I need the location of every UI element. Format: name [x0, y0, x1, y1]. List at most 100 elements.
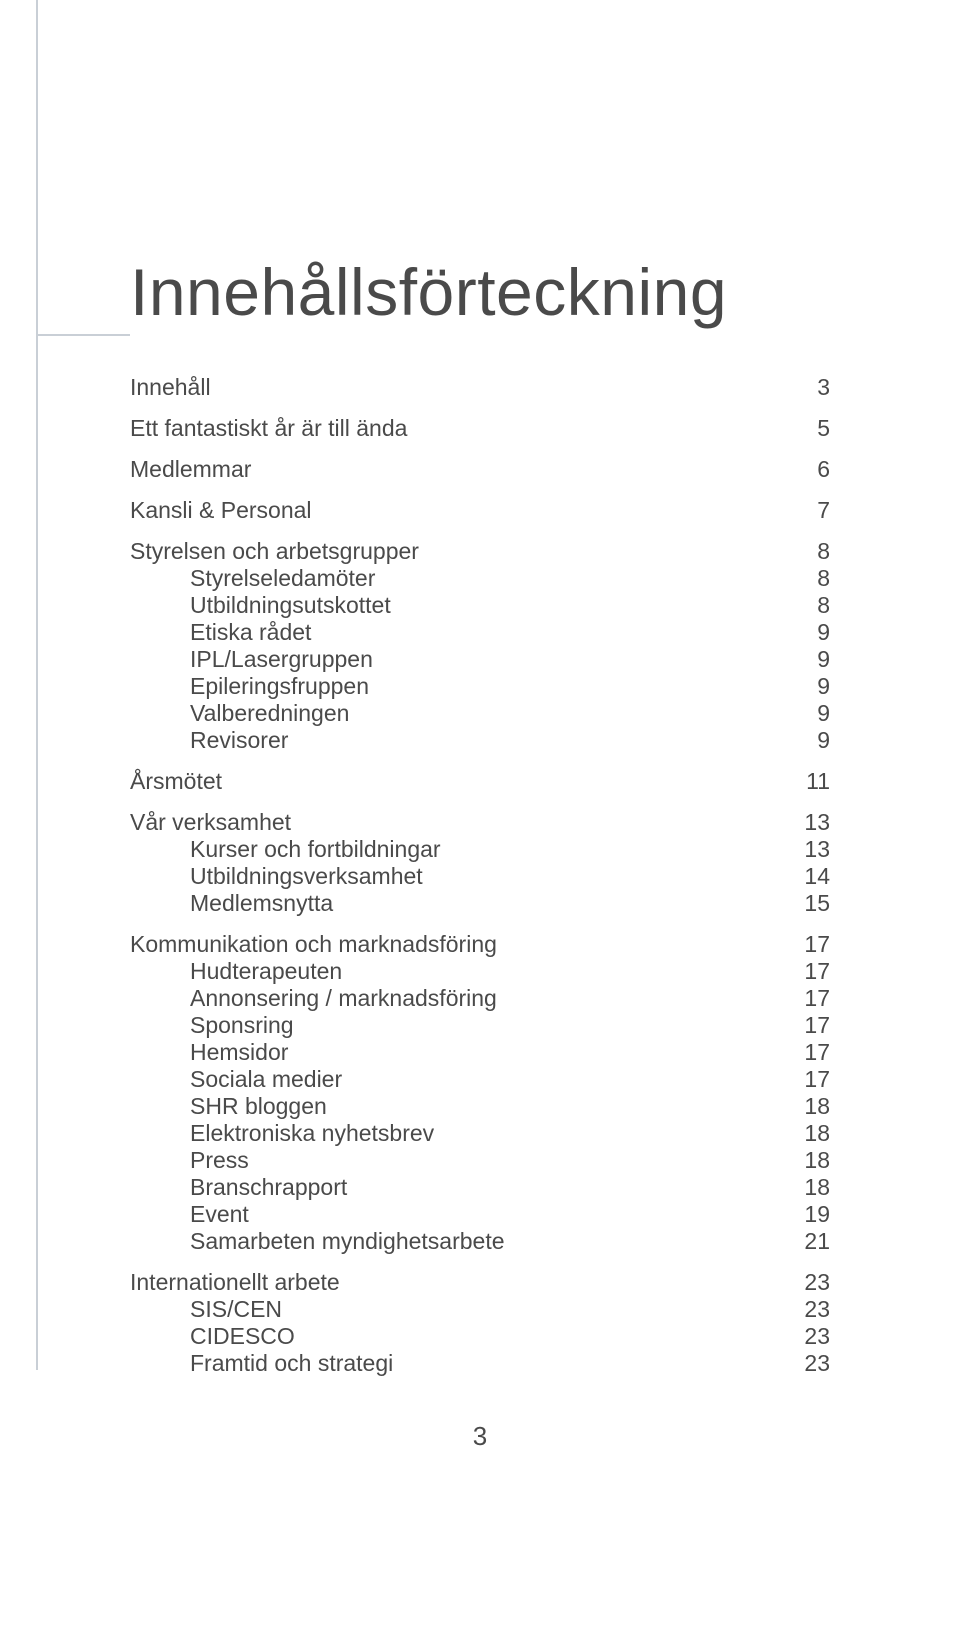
toc-page-number: 8 [790, 594, 830, 617]
toc-row: Utbildningsverksamhet 14 [130, 865, 830, 888]
page: Innehållsförteckning Innehåll 3 Ett fantas… [0, 0, 960, 1638]
toc-page-number: 18 [790, 1122, 830, 1145]
toc-page-number: 17 [790, 1068, 830, 1091]
table-of-contents: Innehåll 3 Ett fantastiskt år är till ända… [130, 376, 830, 1379]
toc-row: Event 19 [130, 1203, 830, 1226]
toc-page-number: 8 [790, 540, 830, 563]
toc-row: IPL/Lasergruppen 9 [130, 648, 830, 671]
toc-row: Medlemmar 6 [130, 458, 830, 481]
toc-page-number: 23 [790, 1271, 830, 1294]
toc-row: Kansli & Personal 7 [130, 499, 830, 522]
toc-page-number: 17 [790, 1041, 830, 1064]
toc-label: Branschrapport [130, 1176, 347, 1199]
toc-label: Utbildningsutskottet [130, 594, 391, 617]
toc-row: Kommunikation och marknadsföring 17 [130, 933, 830, 956]
toc-label: Internationellt arbete [130, 1271, 340, 1294]
toc-label: Kansli & Personal [130, 499, 312, 522]
toc-page-number: 17 [790, 1014, 830, 1037]
toc-label: Årsmötet [130, 770, 222, 793]
toc-page-number: 18 [790, 1149, 830, 1172]
toc-page-number: 15 [790, 892, 830, 915]
toc-page-number: 17 [790, 987, 830, 1010]
toc-label: Valberedningen [130, 702, 349, 725]
toc-row: Årsmötet 11 [130, 770, 830, 793]
toc-label: Sociala medier [130, 1068, 342, 1091]
toc-label: Press [130, 1149, 249, 1172]
toc-row: Framtid och strategi 23 [130, 1352, 830, 1375]
toc-row: Vår verksamhet 13 [130, 811, 830, 834]
toc-page-number: 7 [790, 499, 830, 522]
toc-label: Sponsring [130, 1014, 294, 1037]
toc-label: Styrelseledamöter [130, 567, 375, 590]
toc-label: IPL/Lasergruppen [130, 648, 373, 671]
toc-page-number: 21 [790, 1230, 830, 1253]
toc-page-number: 19 [790, 1203, 830, 1226]
toc-label: CIDESCO [130, 1325, 295, 1348]
toc-label: Medlemsnytta [130, 892, 333, 915]
toc-label: Utbildningsverksamhet [130, 865, 423, 888]
toc-row: Utbildningsutskottet 8 [130, 594, 830, 617]
toc-label: Event [130, 1203, 249, 1226]
toc-row: Sponsring 17 [130, 1014, 830, 1037]
toc-page-number: 14 [790, 865, 830, 888]
toc-label: Ett fantastiskt år är till ända [130, 417, 407, 440]
toc-page-number: 9 [790, 702, 830, 725]
toc-page-number: 9 [790, 648, 830, 671]
toc-row: Medlemsnytta 15 [130, 892, 830, 915]
toc-row: Kurser och fortbildningar 13 [130, 838, 830, 861]
page-title: Innehållsförteckning [130, 254, 727, 330]
toc-row: Etiska rådet 9 [130, 621, 830, 644]
toc-row: Epileringsfruppen9 [130, 675, 830, 698]
toc-label: Medlemmar [130, 458, 251, 481]
toc-page-number: 13 [790, 811, 830, 834]
toc-row: Branschrapport 18 [130, 1176, 830, 1199]
horizontal-rule [36, 334, 130, 336]
vertical-rule [36, 0, 38, 1370]
toc-page-number: 9 [790, 729, 830, 752]
toc-page-number: 5 [790, 417, 830, 440]
toc-page-number: 3 [790, 376, 830, 399]
toc-row: Hemsidor17 [130, 1041, 830, 1064]
toc-label: Annonsering / marknadsföring [130, 987, 497, 1010]
toc-row: Sociala medier 17 [130, 1068, 830, 1091]
toc-row: Internationellt arbete 23 [130, 1271, 830, 1294]
page-number: 3 [0, 1421, 960, 1452]
toc-page-number: 13 [790, 838, 830, 861]
toc-label: Innehåll [130, 376, 211, 399]
toc-page-number: 8 [790, 567, 830, 590]
toc-label: SHR bloggen [130, 1095, 327, 1118]
toc-label: Vår verksamhet [130, 811, 291, 834]
toc-row: Press 18 [130, 1149, 830, 1172]
toc-label: Etiska rådet [130, 621, 311, 644]
toc-page-number: 9 [790, 621, 830, 644]
toc-page-number: 17 [790, 960, 830, 983]
toc-row: Styrelseledamöter 8 [130, 567, 830, 590]
toc-page-number: 18 [790, 1095, 830, 1118]
toc-label: Framtid och strategi [130, 1352, 393, 1375]
toc-row: Elektroniska nyhetsbrev 18 [130, 1122, 830, 1145]
toc-page-number: 23 [790, 1325, 830, 1348]
toc-row: Styrelsen och arbetsgrupper 8 [130, 540, 830, 563]
toc-page-number: 23 [790, 1352, 830, 1375]
toc-label: Kurser och fortbildningar [130, 838, 441, 861]
toc-label: Styrelsen och arbetsgrupper [130, 540, 419, 563]
toc-page-number: 17 [790, 933, 830, 956]
toc-row: Annonsering / marknadsföring 17 [130, 987, 830, 1010]
toc-label: Kommunikation och marknadsföring [130, 933, 497, 956]
toc-label: Elektroniska nyhetsbrev [130, 1122, 434, 1145]
toc-row: CIDESCO 23 [130, 1325, 830, 1348]
toc-row: SHR bloggen 18 [130, 1095, 830, 1118]
toc-row: Hudterapeuten 17 [130, 960, 830, 983]
toc-label: Epileringsfruppen [130, 675, 369, 698]
toc-row: Ett fantastiskt år är till ända 5 [130, 417, 830, 440]
toc-row: Valberedningen 9 [130, 702, 830, 725]
toc-row: Samarbeten myndighetsarbete21 [130, 1230, 830, 1253]
toc-page-number: 6 [790, 458, 830, 481]
toc-row: Revisorer 9 [130, 729, 830, 752]
toc-page-number: 18 [790, 1176, 830, 1199]
toc-page-number: 11 [790, 770, 830, 793]
toc-row: SIS/CEN23 [130, 1298, 830, 1321]
toc-label: Revisorer [130, 729, 288, 752]
toc-row: Innehåll 3 [130, 376, 830, 399]
toc-label: Hudterapeuten [130, 960, 342, 983]
